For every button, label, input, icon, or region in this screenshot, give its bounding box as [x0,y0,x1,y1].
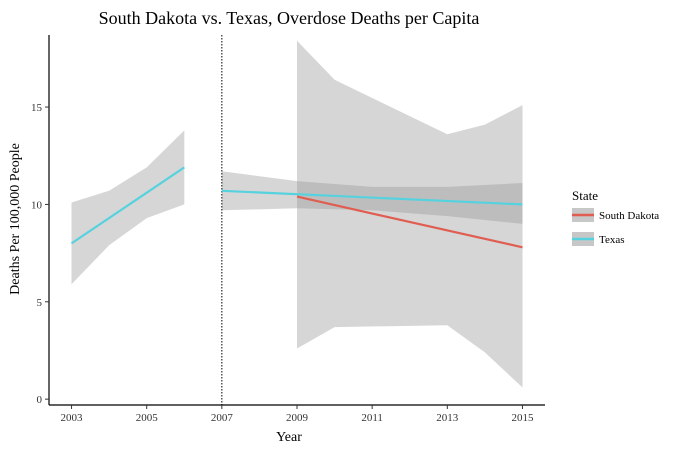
y-axis-title: Deaths Per 100,000 People [8,143,23,295]
series-lines [70,166,523,249]
texas-line-2 [221,189,523,206]
x-ticks: 2003 2005 2007 2009 2011 2013 2015 [61,405,534,424]
x-tick-label: 2013 [436,412,459,424]
y-tick-label: 10 [31,199,43,211]
texas-confidence-band-1 [71,130,185,285]
chart-title: South Dakota vs. Texas, Overdose Deaths … [99,8,480,28]
y-tick-label: 15 [31,102,43,114]
texas-line-1 [70,166,185,245]
y-tick-label: 5 [37,297,43,309]
x-tick-label: 2005 [136,412,159,424]
x-axis-title: Year [276,430,302,445]
legend-label-south-dakota: South Dakota [599,210,659,222]
x-tick-label: 2015 [511,412,534,424]
y-tick-label: 0 [37,394,43,406]
legend: State South Dakota Texas [572,188,659,246]
legend-label-texas: Texas [599,234,625,246]
x-tick-label: 2011 [361,412,383,424]
x-tick-label: 2009 [286,412,309,424]
south-dakota-confidence-band-1 [297,40,523,388]
south-dakota-line-1 [296,195,523,249]
y-ticks: 0 5 10 15 [31,102,49,406]
legend-title: State [572,188,598,203]
confidence-bands [71,40,523,388]
x-tick-label: 2007 [211,412,234,424]
x-tick-label: 2003 [61,412,84,424]
